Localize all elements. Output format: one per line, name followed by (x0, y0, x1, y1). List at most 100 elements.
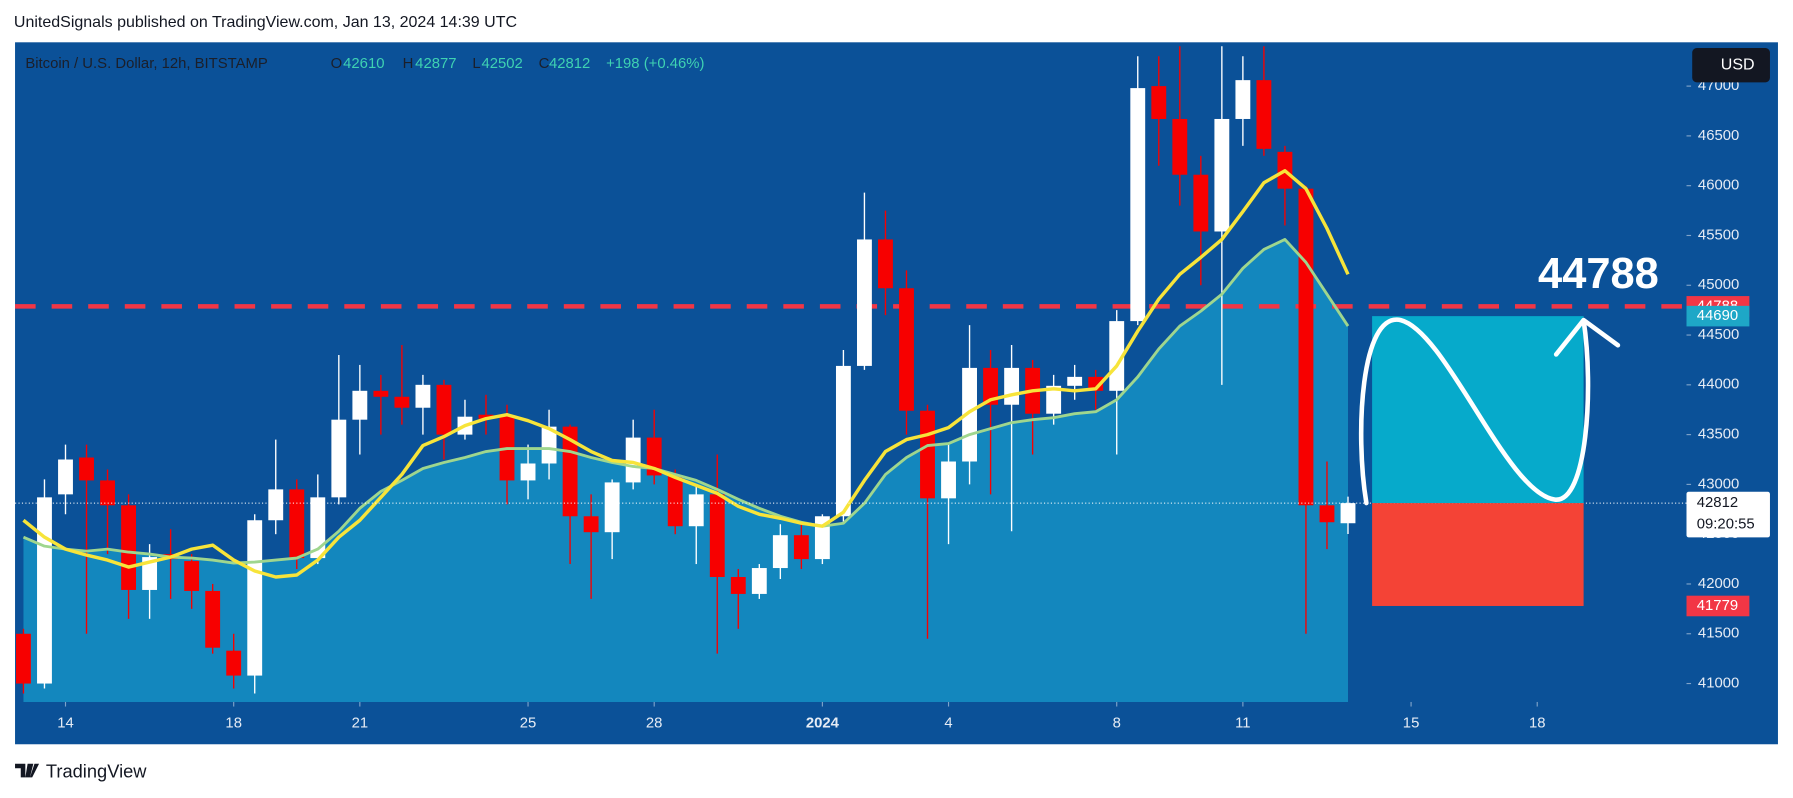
candle-body (1088, 376, 1104, 391)
candle-body (835, 365, 851, 517)
candle-body (1067, 376, 1083, 386)
annotations: 44788 (15, 250, 1687, 606)
candle-body (247, 520, 263, 676)
candle-body (310, 497, 326, 559)
candle-body (1298, 188, 1314, 506)
high-letter: H (403, 56, 414, 72)
symbol-title: Bitcoin / U.S. Dollar, 12h, BITSTAMP (25, 56, 268, 72)
price-tag-label: 41779 (1697, 598, 1738, 614)
brand-logo (15, 763, 40, 778)
countdown-label: 09:20:55 (1697, 517, 1755, 533)
y-tick-label: 45000 (1698, 277, 1739, 293)
close-value: 42812 (549, 56, 590, 72)
candle-body (562, 426, 578, 517)
candle-body (121, 505, 137, 590)
candle-body (1151, 86, 1167, 119)
candle-body (226, 650, 242, 676)
candle-body (37, 497, 52, 684)
y-tick-label: 44000 (1698, 377, 1739, 393)
candle-body (394, 396, 410, 408)
candle-body (878, 239, 893, 289)
ma-line (22, 169, 1350, 579)
x-tick-label: 18 (225, 716, 242, 732)
candle-body (604, 482, 620, 533)
low-value: 42502 (481, 56, 522, 72)
candle-body (899, 288, 914, 411)
x-tick-label: 14 (57, 716, 74, 732)
candle-body (478, 414, 494, 419)
candle-body (709, 494, 725, 578)
candle-body (205, 590, 221, 648)
x-tick-label: 18 (1529, 716, 1546, 732)
candle-body (520, 463, 536, 481)
candle-body (920, 410, 935, 499)
last-price-label: 42812 (1697, 495, 1738, 511)
candle-body (541, 426, 557, 464)
low-letter: L (472, 56, 480, 72)
high-value: 42877 (415, 56, 456, 72)
candle-body (1109, 321, 1125, 391)
candle-body (16, 633, 31, 684)
candle-body (730, 577, 746, 594)
ma-area (23, 239, 1348, 702)
y-tick-label: 44500 (1698, 327, 1739, 343)
price-axis: 4100041500420004250043000435004400044500… (57, 78, 1770, 732)
candle-body (1319, 505, 1335, 523)
price-tag-label: 44690 (1697, 308, 1738, 324)
candle-body (751, 568, 767, 594)
candle-body (436, 384, 452, 435)
y-tick-label: 43500 (1698, 427, 1739, 443)
currency-button[interactable] (1692, 48, 1770, 83)
candle-body (1193, 174, 1209, 232)
y-tick-label: 42000 (1698, 576, 1739, 592)
candle-body (142, 557, 158, 590)
candle-body (373, 390, 389, 397)
x-tick-label: 21 (352, 716, 369, 732)
candle-body (1340, 503, 1356, 524)
ma-line (22, 238, 1350, 565)
publish-note: UnitedSignals published on TradingView.c… (14, 14, 517, 31)
candle-body (1004, 367, 1020, 405)
candle-body (58, 459, 73, 495)
candle-body (1214, 118, 1230, 232)
down-projection-box (1372, 503, 1584, 606)
candle-body (1046, 385, 1062, 414)
candle-body (625, 437, 641, 483)
x-tick-label: 28 (646, 716, 663, 732)
candle-body (100, 480, 115, 506)
candle-body (667, 475, 683, 527)
candle-body (184, 561, 200, 591)
candle-body (772, 535, 788, 569)
x-tick-label: 4 (944, 716, 952, 732)
candle-body (1256, 80, 1272, 149)
candle-body (688, 494, 704, 527)
candle-body (1130, 88, 1146, 322)
y-tick-label: 43000 (1698, 476, 1739, 492)
candle-body (79, 457, 94, 481)
x-tick-label: 2024 (806, 716, 840, 732)
candle-body (1235, 80, 1251, 119)
x-tick-label: 8 (1113, 716, 1121, 732)
currency-label[interactable]: USD (1721, 56, 1755, 73)
candle-body (857, 239, 872, 366)
y-tick-label: 45500 (1698, 227, 1739, 243)
open-value: 42610 (343, 56, 384, 72)
last-price-tag (1686, 491, 1770, 538)
candle-body (415, 384, 431, 408)
plot-area (15, 46, 1687, 702)
y-tick-label: 41500 (1698, 626, 1739, 642)
close-letter: C (539, 56, 550, 72)
x-tick-label: 25 (520, 716, 537, 732)
candle-body (583, 516, 599, 533)
ohlc-legend: O 42610 H 42877 L 42502 C 42812 +198 (+0… (331, 56, 705, 72)
y-tick-label: 46500 (1698, 128, 1739, 144)
candle-body (289, 489, 305, 559)
candle-body (268, 489, 284, 521)
y-tick-label: 46000 (1698, 178, 1739, 194)
candle-body (941, 461, 956, 499)
candle-body (962, 367, 977, 462)
projection-curve (1358, 317, 1621, 506)
target-label: 44788 (1538, 250, 1659, 298)
